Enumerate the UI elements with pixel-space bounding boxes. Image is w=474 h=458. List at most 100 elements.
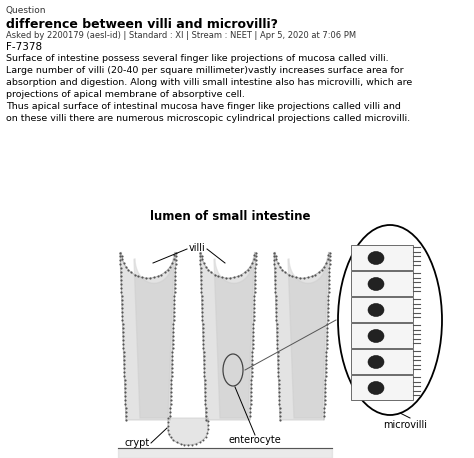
Ellipse shape [338,225,442,415]
Point [274,372,282,380]
Point [128,269,135,276]
Point [274,352,282,360]
Point [251,277,259,284]
Bar [351,349,413,374]
Point [270,252,278,260]
Point [199,321,206,328]
Point [321,400,328,408]
Text: villi: villi [189,243,205,253]
Point [251,289,258,296]
Point [274,368,282,376]
Point [320,404,328,412]
Point [204,425,212,433]
Point [202,404,210,412]
Point [118,300,126,308]
Point [197,280,205,288]
Point [222,274,230,282]
Point [164,426,172,434]
Point [164,418,172,425]
Point [121,388,129,396]
Point [320,263,328,270]
Text: F-7378: F-7378 [6,42,42,52]
Point [323,328,331,336]
Point [202,433,210,441]
Point [325,273,333,280]
Point [274,349,282,356]
Point [164,414,172,422]
Point [276,400,283,408]
Point [142,274,150,282]
Point [322,365,329,372]
Point [131,271,138,278]
Bar [351,297,413,322]
Point [169,344,176,352]
Point [320,409,328,416]
Point [172,249,180,256]
Point [273,344,281,352]
Point [171,281,179,288]
Point [171,293,178,300]
Point [325,277,333,284]
Point [273,312,280,320]
Point [167,393,174,400]
Point [252,249,259,256]
Point [202,263,210,270]
Point [117,277,125,284]
Point [285,271,292,278]
Point [168,376,175,384]
Point [273,316,280,324]
Ellipse shape [368,251,384,265]
Point [154,273,162,280]
Point [171,284,179,292]
Point [271,277,279,284]
Point [200,260,208,267]
Point [289,273,296,280]
Point [322,360,330,368]
Point [118,316,126,324]
Point [119,336,127,344]
Point [118,308,126,316]
Point [204,421,212,429]
Point [276,404,283,412]
Point [172,265,179,272]
Point [272,289,279,296]
Point [118,296,126,304]
Point [252,256,260,264]
Point [246,404,254,412]
Point [200,340,207,348]
Bar [351,323,413,348]
Point [119,321,127,328]
Point [118,292,125,300]
Point [322,369,329,376]
Polygon shape [134,259,174,418]
Polygon shape [120,252,176,420]
Point [169,337,177,344]
Point [274,360,282,368]
Point [273,321,280,328]
Point [271,261,278,268]
Bar [351,375,413,400]
Point [234,273,242,280]
Point [324,309,332,316]
Point [248,365,255,372]
Point [324,256,331,263]
Point [168,353,176,360]
Point [117,256,124,264]
Point [167,388,175,396]
Point [323,344,330,352]
Point [251,284,258,292]
Point [197,273,205,280]
Point [247,376,255,384]
Point [138,274,146,281]
Point [276,416,284,424]
Point [249,328,257,336]
Point [226,274,234,282]
Point [249,340,256,348]
Point [167,434,174,441]
Point [325,252,332,259]
Bar [351,271,413,296]
Point [247,388,255,396]
Point [250,309,258,316]
Point [215,273,222,280]
Point [244,266,252,273]
